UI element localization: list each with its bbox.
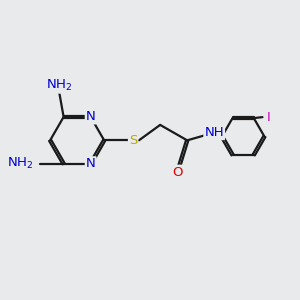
Text: O: O [172, 166, 183, 179]
Text: N: N [86, 157, 95, 170]
Text: NH$_2$: NH$_2$ [7, 156, 34, 171]
Text: N: N [86, 110, 95, 123]
Text: I: I [266, 111, 270, 124]
Text: NH: NH [204, 126, 224, 139]
Text: NH$_2$: NH$_2$ [46, 77, 72, 93]
Text: S: S [129, 134, 137, 147]
